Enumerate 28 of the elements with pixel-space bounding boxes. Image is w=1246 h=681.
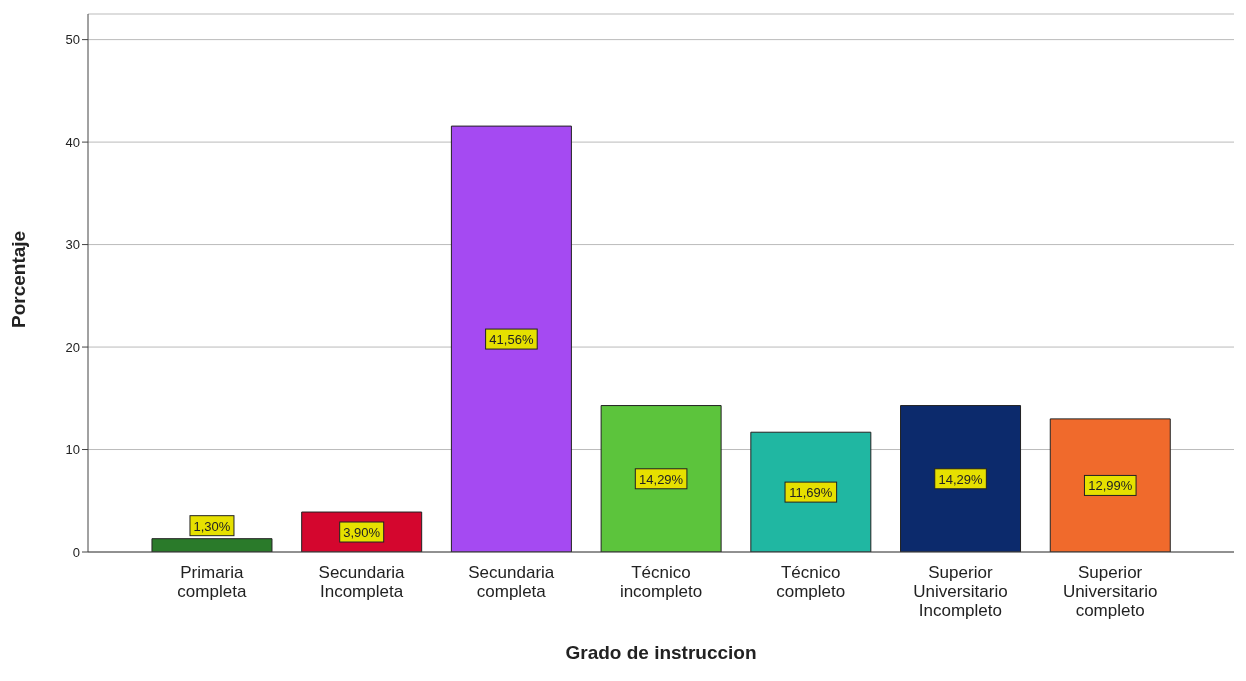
bar xyxy=(1049,418,1171,552)
y-tick-label: 0 xyxy=(72,544,80,560)
y-tick-label: 10 xyxy=(65,442,80,458)
y-axis-title: Porcentaje xyxy=(7,230,29,328)
bar xyxy=(900,405,1022,552)
data-label: 11,69% xyxy=(789,485,833,501)
bar xyxy=(750,431,872,552)
bar xyxy=(600,405,722,552)
x-tick-label: Técnico incompleto xyxy=(619,563,703,601)
y-tick-label: 50 xyxy=(65,32,80,48)
data-label: 1,30% xyxy=(193,518,231,534)
data-label: 14,29% xyxy=(938,471,984,487)
bar xyxy=(151,538,273,552)
data-label: 12,99% xyxy=(1088,478,1133,494)
bar xyxy=(450,125,572,552)
x-axis-title: Grado de instruccion xyxy=(565,642,757,663)
x-tick-label: Superior Universitario Incompleto xyxy=(913,563,1008,620)
y-tick-label: 30 xyxy=(65,237,80,253)
x-tick-label: Técnico completo xyxy=(776,563,846,601)
y-tick-label: 40 xyxy=(65,134,80,150)
x-tick-label: Secundaria Incompleta xyxy=(318,563,406,601)
x-tick-label: Superior Universitario completo xyxy=(1062,563,1158,620)
x-tick-label: Primaria completa xyxy=(177,563,247,601)
y-tick-label: 20 xyxy=(65,339,80,355)
data-label: 14,29% xyxy=(639,471,684,487)
data-label: 41,56% xyxy=(489,332,534,348)
x-tick-label: Secundaria completa xyxy=(468,563,555,601)
data-label: 3,90% xyxy=(343,525,381,541)
